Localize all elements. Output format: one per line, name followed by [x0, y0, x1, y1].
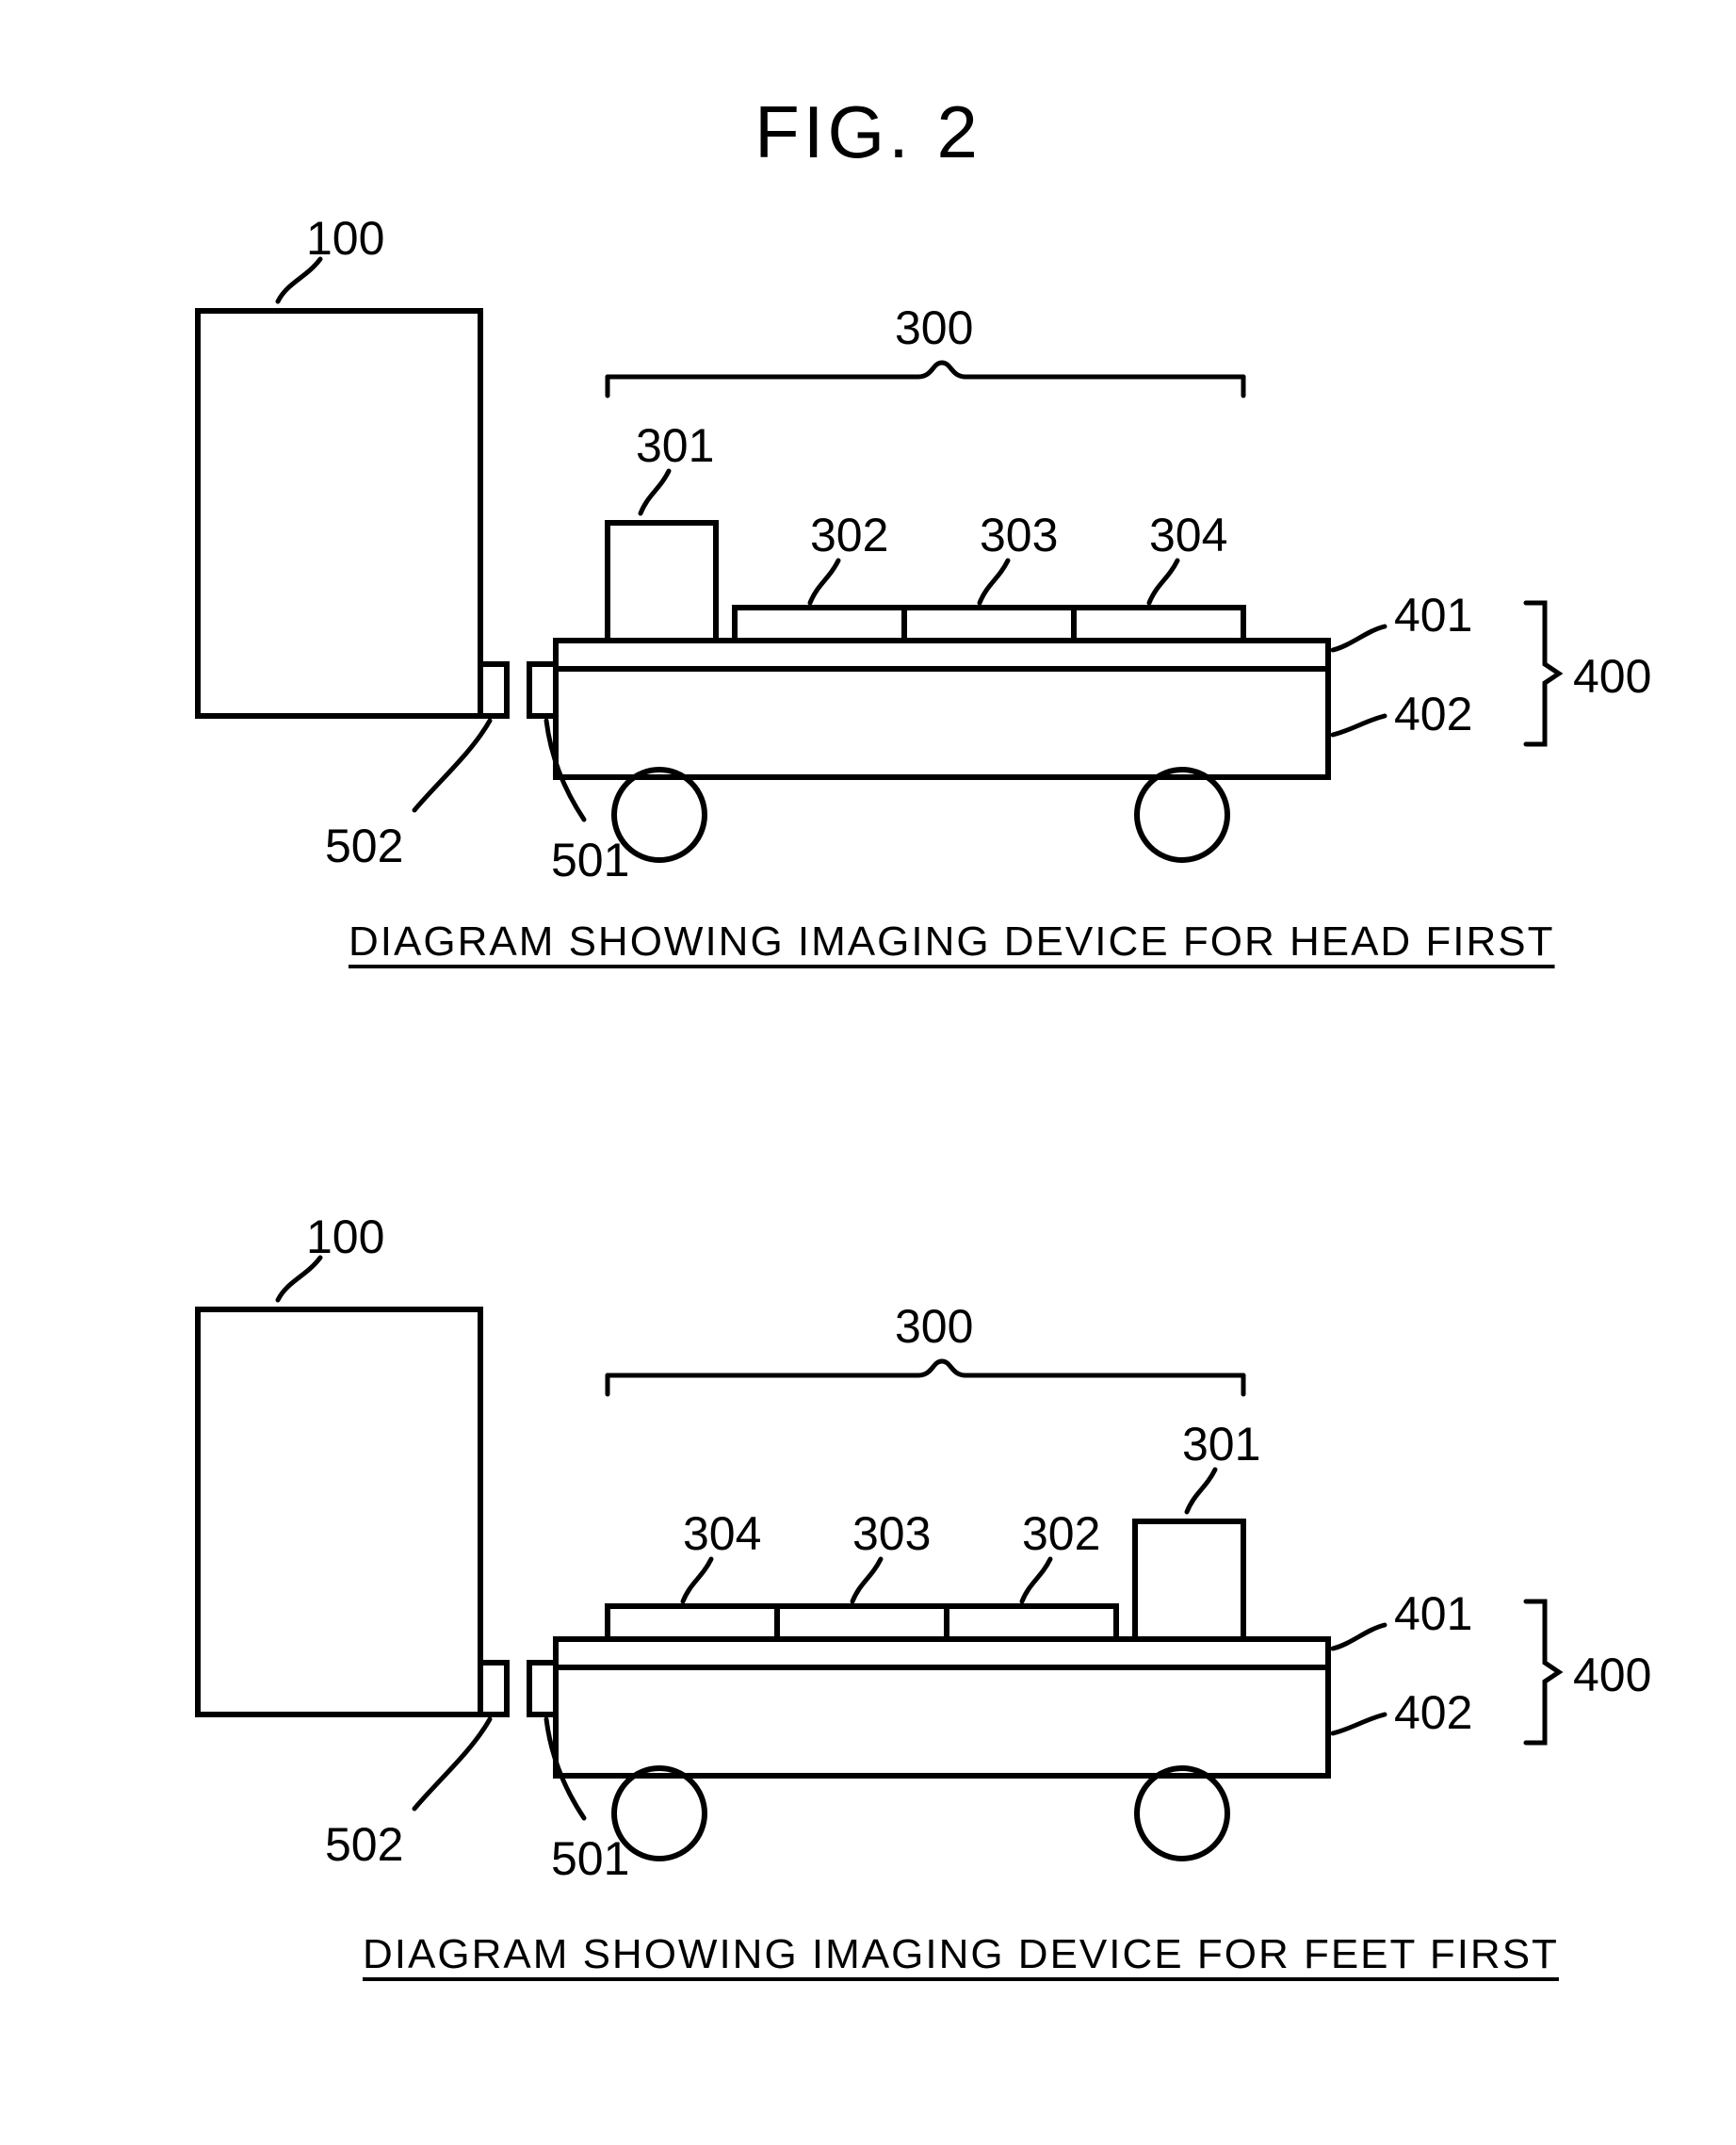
label-402: 402 [1394, 688, 1472, 740]
page: FIG. 2 [0, 0, 1736, 2145]
label-300: 300 [895, 301, 973, 354]
label-501: 501 [551, 1832, 629, 1884]
label-304: 304 [683, 1507, 761, 1560]
label-301: 301 [636, 419, 714, 472]
label-502: 502 [325, 1818, 403, 1871]
label-302: 302 [1022, 1507, 1100, 1560]
label-401: 401 [1394, 589, 1472, 642]
label-302: 302 [810, 509, 888, 561]
label-501: 501 [551, 834, 629, 886]
label-100: 100 [306, 1211, 384, 1263]
label-301: 301 [1182, 1418, 1260, 1471]
label-400: 400 [1573, 1649, 1651, 1701]
label-303: 303 [852, 1507, 931, 1560]
diagram-head-first: 100 300 301 302 303 304 401 402 400 502 … [132, 207, 1658, 886]
caption-head-first: DIAGRAM SHOWING IMAGING DEVICE FOR HEAD … [349, 918, 1555, 966]
label-300: 300 [895, 1300, 973, 1353]
label-304: 304 [1149, 509, 1227, 561]
label-402: 402 [1394, 1686, 1472, 1739]
label-401: 401 [1394, 1587, 1472, 1640]
label-303: 303 [980, 509, 1058, 561]
figure-title: FIG. 2 [0, 89, 1736, 175]
caption-feet-first: DIAGRAM SHOWING IMAGING DEVICE FOR FEET … [363, 1931, 1559, 1978]
diagram-feet-first: 100 300 304 303 302 301 401 402 400 502 … [132, 1206, 1658, 1884]
label-502: 502 [325, 820, 403, 872]
label-400: 400 [1573, 650, 1651, 703]
label-100: 100 [306, 212, 384, 265]
